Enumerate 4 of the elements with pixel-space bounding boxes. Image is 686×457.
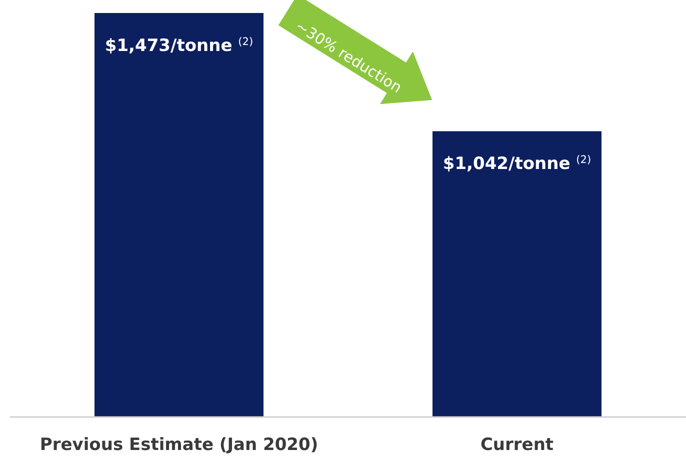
data-label: $1,473/tonne $^{(2)}$ <box>104 36 254 56</box>
x-tick-label: Previous Estimate (Jan 2020) <box>40 435 318 455</box>
data-label: $1,042/tonne $^{(2)}$ <box>442 154 592 174</box>
x-tick-label: Current <box>480 435 554 455</box>
